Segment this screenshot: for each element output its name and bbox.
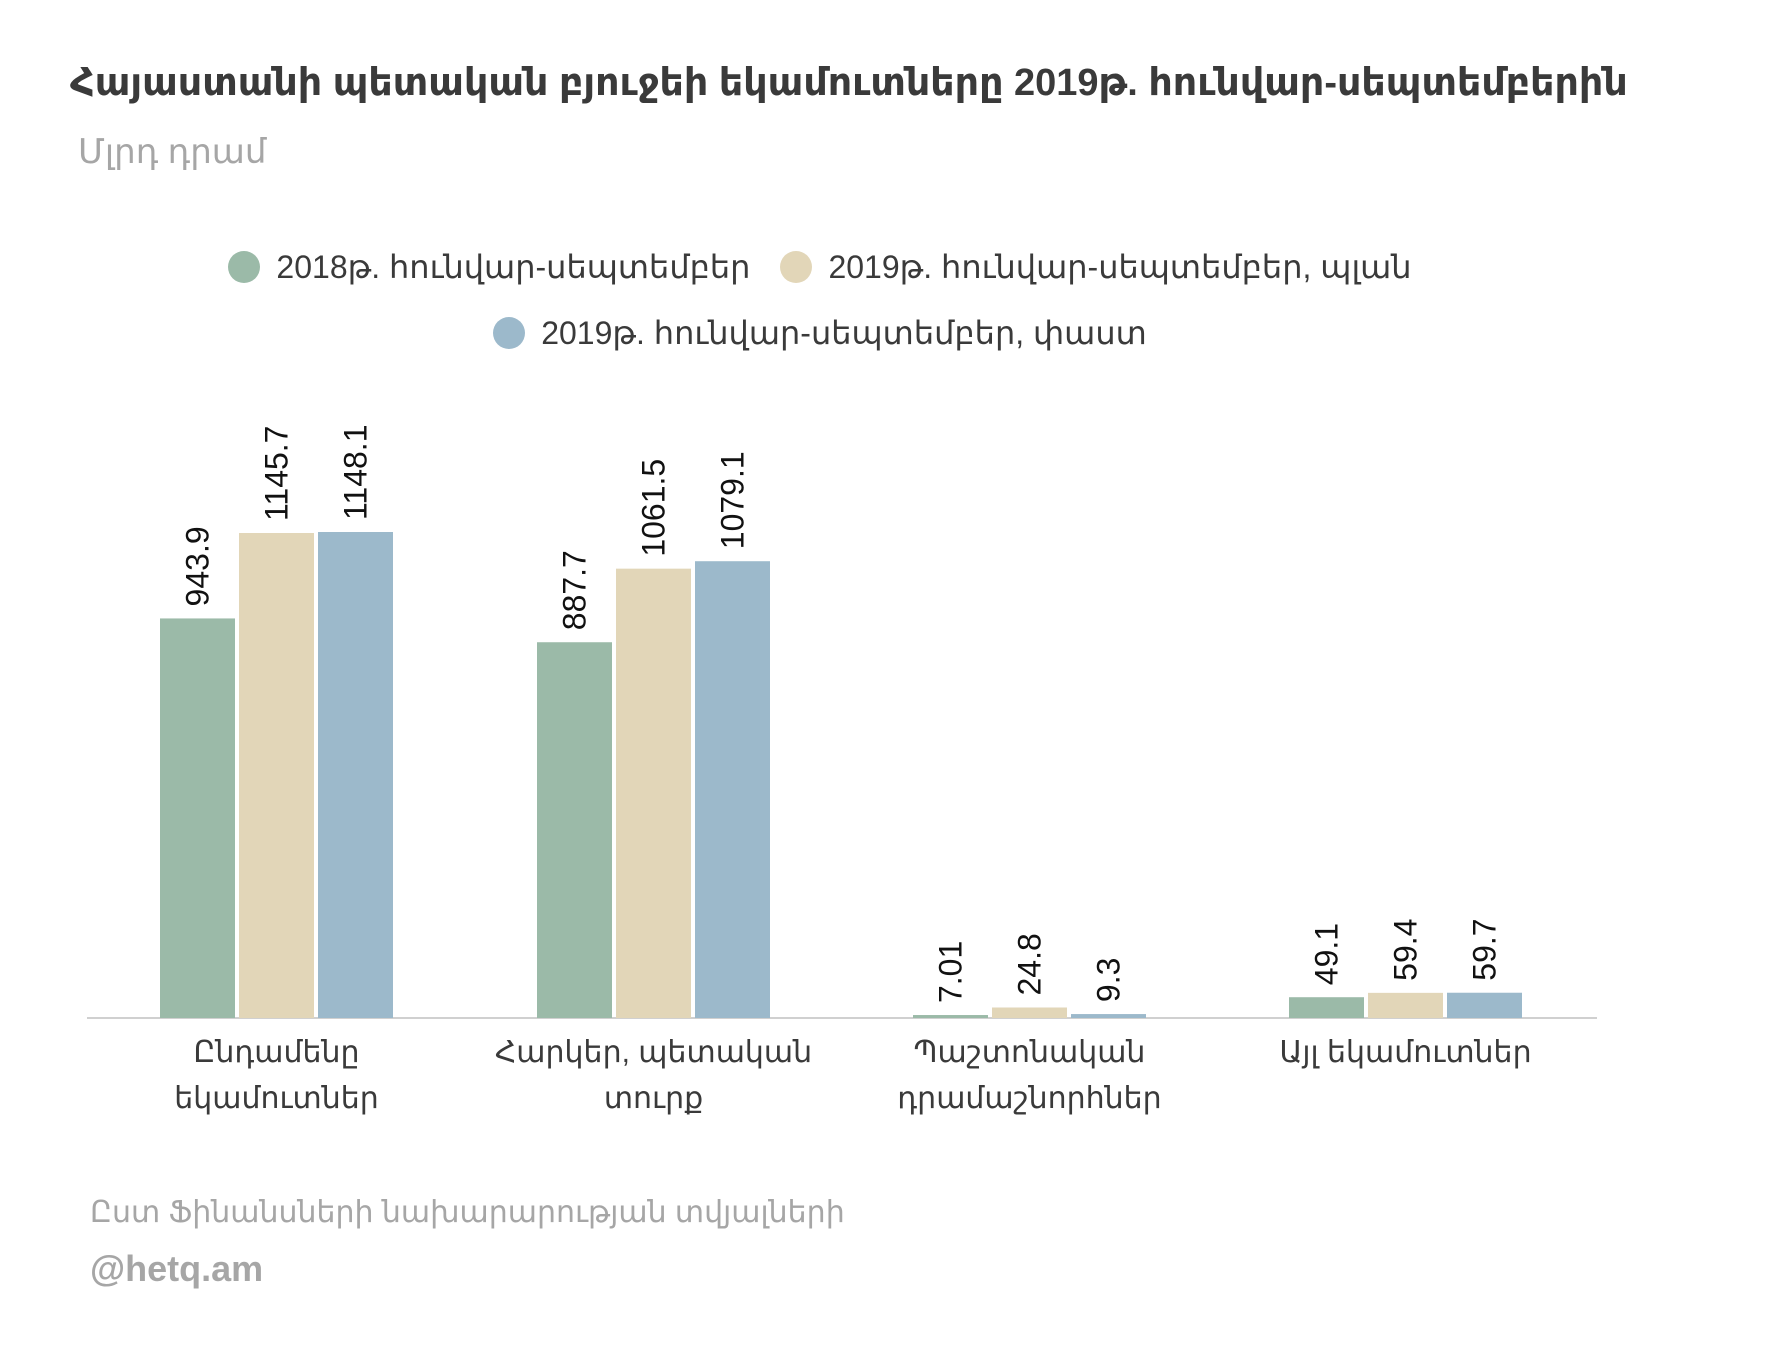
bar-2018-actual-1 <box>537 642 612 1018</box>
chart-title: Հայաստանի պետական բյուջեի եկամուտները 20… <box>70 62 1628 104</box>
legend-label-2019-plan: 2019թ. հունվար-սեպտեմբեր, պլան <box>828 249 1412 285</box>
bar-2019-actual-3 <box>1447 992 1522 1018</box>
data-label-2018-actual-2: 7.01 <box>933 941 969 1003</box>
legend-item-2019-actual: 2019թ. հունվար-սեպտեմբեր, փաստ <box>493 314 1147 352</box>
bar-2019-actual-1 <box>695 561 770 1018</box>
bar-2019-plan-2 <box>992 1007 1067 1018</box>
legend-swatch-2018-actual <box>228 251 261 283</box>
bar-2018-actual-0 <box>160 618 235 1018</box>
category-label-0: Ընդամենը եկամուտներ <box>174 1036 379 1115</box>
data-label-2019-plan-1: 1061.5 <box>636 459 672 557</box>
legend-label-2018-actual: 2018թ. հունվար-սեպտեմբեր <box>276 249 751 285</box>
legend-label-2019-actual: 2019թ. հունվար-սեպտեմբեր, փաստ <box>541 315 1147 351</box>
bar-2019-plan-3 <box>1368 992 1443 1018</box>
site-handle: @hetq.am <box>90 1248 264 1289</box>
bar-2018-actual-2 <box>913 1015 988 1018</box>
data-label-2019-actual-2: 9.3 <box>1091 958 1127 1002</box>
category-label-2: Պաշտոնական դրամաշնորհներ <box>897 1036 1161 1115</box>
source-note: Ըստ Ֆինանսների նախարարության տվյալների <box>90 1196 845 1229</box>
legend-item-2019-plan: 2019թ. հունվար-սեպտեմբեր, պլան <box>780 248 1412 286</box>
bar-2019-plan-1 <box>616 568 691 1018</box>
category-label-3: Այլ եկամուտներ <box>1279 1036 1531 1069</box>
data-label-2019-plan-2: 24.8 <box>1012 933 1048 995</box>
bar-2018-actual-3 <box>1289 997 1364 1018</box>
bar-2019-actual-0 <box>318 532 393 1018</box>
data-label-2018-actual-1: 887.7 <box>557 550 593 630</box>
bar-2019-actual-2 <box>1071 1014 1146 1018</box>
legend-item-2018-actual: 2018թ. հունվար-սեպտեմբեր <box>228 248 750 286</box>
bar-2019-plan-0 <box>239 533 314 1018</box>
data-label-2019-plan-3: 59.4 <box>1388 919 1424 981</box>
data-label-2019-plan-0: 1145.7 <box>259 426 295 522</box>
data-label-2019-actual-1: 1079.1 <box>715 451 751 549</box>
data-label-2019-actual-3: 59.7 <box>1467 918 1503 980</box>
data-label-2018-actual-0: 943.9 <box>180 526 216 606</box>
legend-swatch-2019-actual <box>493 317 526 349</box>
data-label-2018-actual-3: 49.1 <box>1309 923 1345 985</box>
category-label-1: Հարկեր, պետական տուրք <box>495 1036 812 1115</box>
legend: 2018թ. հունվար-սեպտեմբեր 2019թ. հունվար-… <box>0 248 1640 352</box>
legend-swatch-2019-plan <box>780 251 813 283</box>
chart-subtitle: Մլրդ դրամ <box>78 133 267 171</box>
data-label-2019-actual-0: 1148.1 <box>338 425 374 521</box>
